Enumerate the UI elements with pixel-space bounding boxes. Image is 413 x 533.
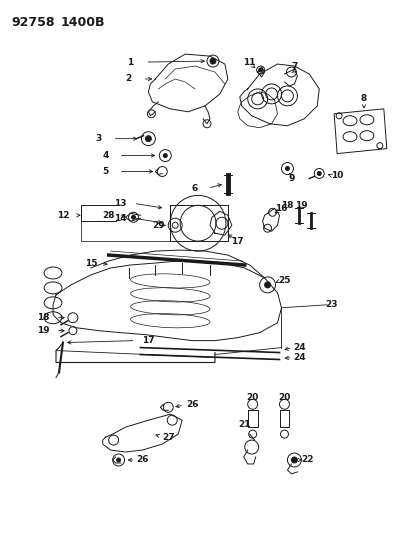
Text: 23: 23 bbox=[324, 300, 337, 309]
Text: 1400B: 1400B bbox=[61, 17, 105, 29]
Text: 17: 17 bbox=[142, 336, 154, 345]
Text: 8: 8 bbox=[360, 94, 366, 103]
Text: 26: 26 bbox=[185, 400, 198, 409]
Text: 10: 10 bbox=[330, 171, 342, 180]
Text: 6: 6 bbox=[192, 184, 198, 193]
Circle shape bbox=[258, 68, 262, 72]
Text: 18: 18 bbox=[280, 201, 293, 210]
Circle shape bbox=[145, 136, 151, 142]
Circle shape bbox=[316, 172, 320, 175]
Text: 9: 9 bbox=[287, 174, 294, 183]
Text: 20: 20 bbox=[278, 393, 290, 402]
Circle shape bbox=[116, 458, 120, 462]
Circle shape bbox=[291, 457, 297, 463]
Text: 17: 17 bbox=[231, 237, 244, 246]
Text: 15: 15 bbox=[84, 259, 97, 268]
Text: 5: 5 bbox=[102, 167, 109, 176]
Text: 28: 28 bbox=[102, 211, 115, 220]
Text: 19: 19 bbox=[294, 201, 307, 210]
Text: 3: 3 bbox=[95, 134, 102, 143]
Circle shape bbox=[264, 282, 270, 288]
Text: 92758: 92758 bbox=[11, 17, 55, 29]
Text: 24: 24 bbox=[292, 353, 305, 362]
Circle shape bbox=[285, 166, 289, 171]
Text: 22: 22 bbox=[300, 456, 313, 464]
Text: 12: 12 bbox=[57, 211, 69, 220]
Circle shape bbox=[163, 154, 167, 158]
Text: 1: 1 bbox=[127, 58, 133, 67]
Text: 24: 24 bbox=[292, 343, 305, 352]
Text: 7: 7 bbox=[290, 61, 297, 70]
Text: 29: 29 bbox=[152, 221, 164, 230]
Text: 26: 26 bbox=[136, 456, 148, 464]
Text: 13: 13 bbox=[114, 199, 126, 208]
Circle shape bbox=[209, 58, 216, 64]
Text: 16: 16 bbox=[275, 204, 287, 213]
Text: 14: 14 bbox=[114, 214, 127, 223]
Text: 19: 19 bbox=[37, 326, 49, 335]
Text: 27: 27 bbox=[161, 433, 174, 442]
Circle shape bbox=[131, 215, 135, 219]
Text: 11: 11 bbox=[243, 58, 255, 67]
Text: 20: 20 bbox=[246, 393, 258, 402]
Text: 18: 18 bbox=[37, 313, 49, 322]
Text: 2: 2 bbox=[125, 75, 131, 84]
Text: 21: 21 bbox=[238, 419, 250, 429]
Text: 25: 25 bbox=[278, 277, 290, 286]
Text: 4: 4 bbox=[102, 151, 109, 160]
